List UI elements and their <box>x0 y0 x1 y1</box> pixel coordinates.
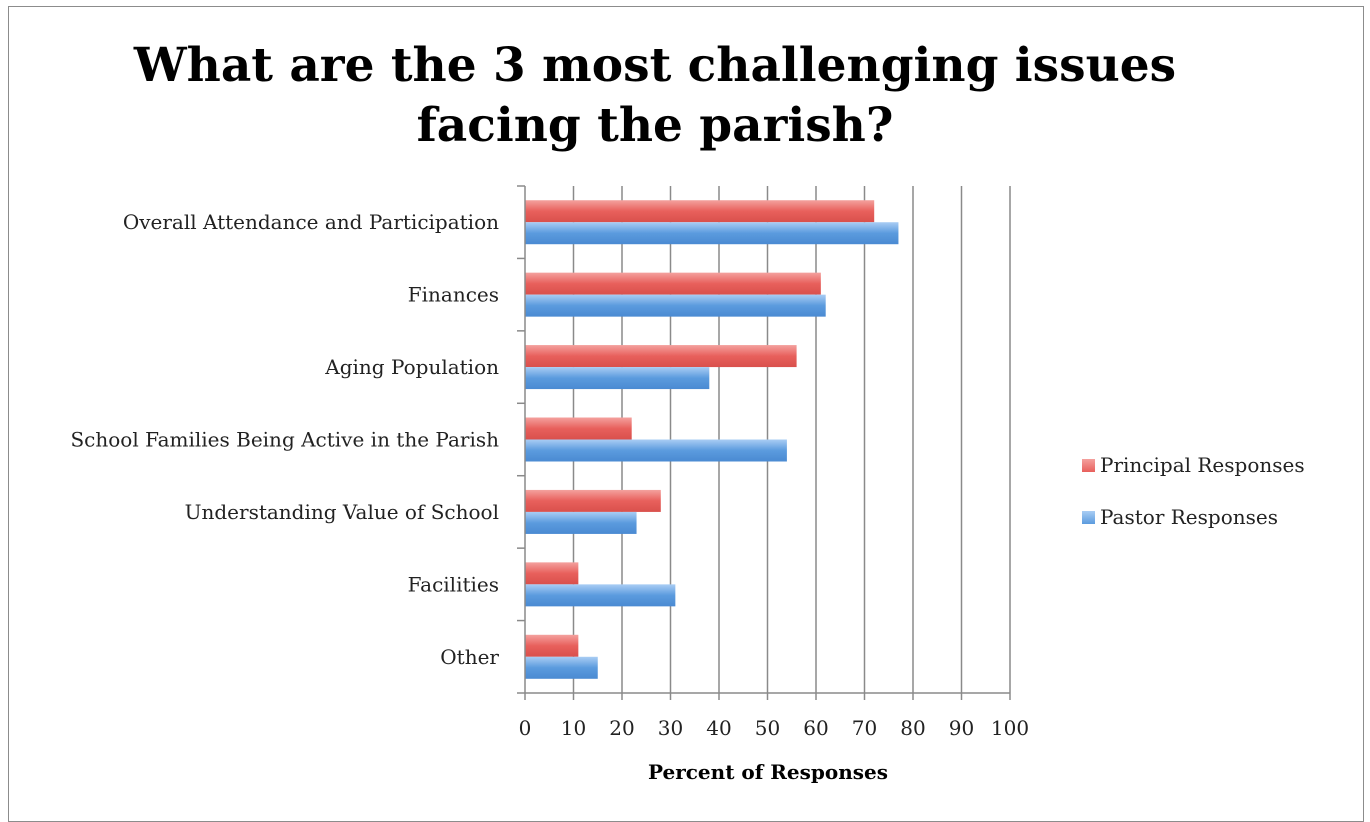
x-tick-label: 90 <box>949 716 974 740</box>
legend-swatch-principal <box>1082 458 1095 472</box>
axes <box>517 185 1011 700</box>
category-label: Understanding Value of School <box>185 500 499 524</box>
bar-pastor <box>525 439 787 462</box>
legend-item-pastor: Pastor Responses <box>1082 504 1305 530</box>
category-labels: Overall Attendance and Participation Fina… <box>70 210 499 669</box>
bar-pastor <box>525 584 676 607</box>
x-tick-label: 0 <box>519 716 532 740</box>
legend-swatch-pastor <box>1082 510 1095 524</box>
x-tick-label: 20 <box>609 716 634 740</box>
legend-label-principal: Principal Responses <box>1100 453 1305 477</box>
bar-pastor <box>525 367 710 390</box>
x-axis-title: Percent of Responses <box>648 760 888 784</box>
chart-frame <box>8 6 1364 822</box>
chart-title: What are the 3 most challenging issues f… <box>133 38 1177 153</box>
x-tick-label: 40 <box>706 716 731 740</box>
bars <box>525 200 899 679</box>
category-label: School Families Being Active in the Pari… <box>70 428 499 452</box>
bar-principal <box>525 417 632 440</box>
x-tick-label: 10 <box>561 716 586 740</box>
bar-principal <box>525 345 797 368</box>
x-tick-label: 30 <box>658 716 683 740</box>
bar-principal <box>525 272 821 295</box>
legend-label-pastor: Pastor Responses <box>1100 505 1278 529</box>
category-label: Other <box>440 645 499 669</box>
bar-principal <box>525 200 875 223</box>
bar-pastor <box>525 656 598 679</box>
category-label: Aging Population <box>324 355 499 379</box>
bar-principal <box>525 562 579 585</box>
x-tick-label: 70 <box>852 716 877 740</box>
bar-pastor <box>525 294 826 317</box>
x-tick-labels: 0 10 20 30 40 50 60 70 80 90 100 <box>519 716 1029 740</box>
x-tick-label: 50 <box>755 716 780 740</box>
legend: Principal Responses Pastor Responses <box>1082 452 1305 556</box>
legend-item-principal: Principal Responses <box>1082 452 1305 478</box>
x-tick-label: 60 <box>803 716 828 740</box>
bar-pastor <box>525 222 899 245</box>
category-label: Overall Attendance and Participation <box>123 210 499 234</box>
bar-principal <box>525 634 579 657</box>
category-label: Finances <box>408 283 499 307</box>
category-label: Facilities <box>408 572 499 596</box>
x-tick-label: 100 <box>991 716 1029 740</box>
x-tick-label: 80 <box>900 716 925 740</box>
bar-pastor <box>525 511 637 534</box>
bar-principal <box>525 489 661 512</box>
